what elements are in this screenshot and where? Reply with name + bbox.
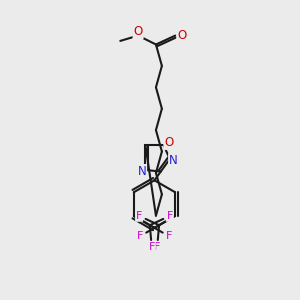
Text: F: F	[137, 231, 143, 241]
Text: O: O	[164, 136, 173, 149]
Text: F: F	[148, 242, 155, 252]
Text: N: N	[169, 154, 178, 167]
Text: N: N	[137, 165, 146, 178]
Text: O: O	[134, 25, 143, 38]
Text: O: O	[177, 29, 186, 42]
Text: F: F	[154, 242, 160, 252]
Text: F: F	[136, 211, 142, 221]
Text: F: F	[166, 231, 172, 241]
Text: F: F	[167, 211, 173, 221]
